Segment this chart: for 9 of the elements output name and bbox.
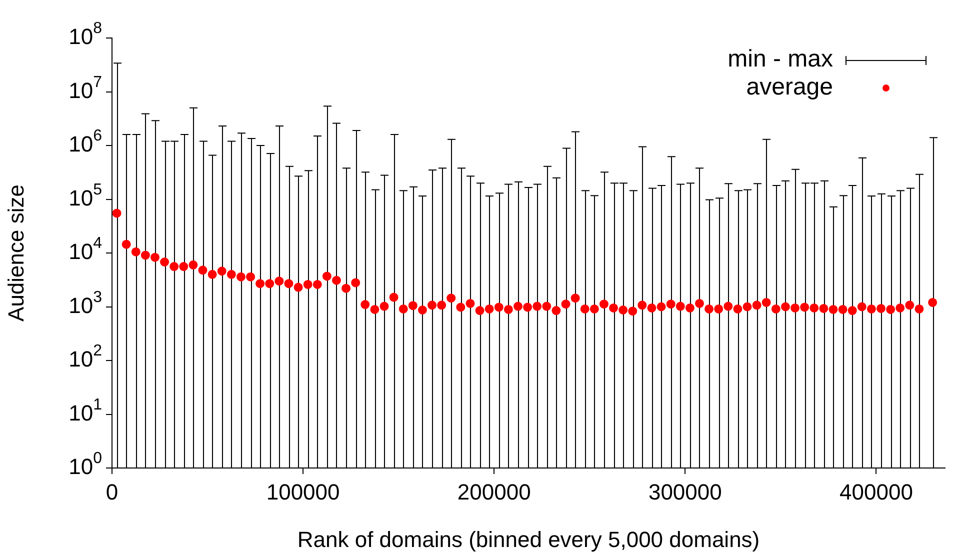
x-tick-label: 400000 — [840, 479, 913, 504]
x-tick-label: 0 — [106, 479, 118, 504]
y-axis-title: Audience size — [3, 184, 28, 322]
x-tick-label: 100000 — [266, 479, 340, 504]
annotation: min - max — [728, 46, 833, 73]
x-axis-title: Rank of domains (binned every 5,000 domains) — [297, 526, 760, 552]
x-tick-label: 200000 — [457, 479, 531, 504]
legend-label: average — [746, 74, 833, 101]
x-tick-label: 300000 — [648, 479, 722, 504]
